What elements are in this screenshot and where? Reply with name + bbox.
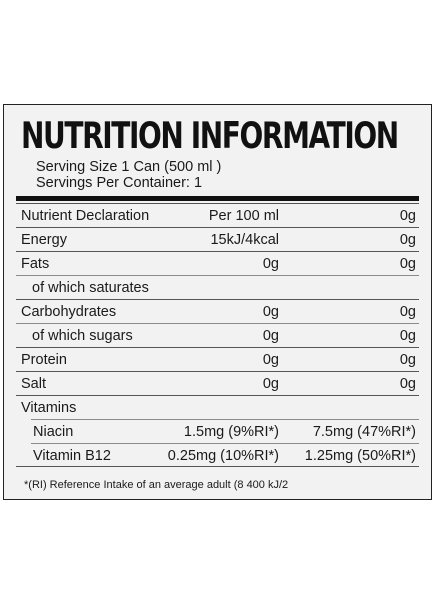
row-label: Carbohydrates [21, 304, 117, 320]
row-label: Vitamin B12 [33, 448, 111, 464]
row-label: Niacin [33, 424, 74, 440]
row-saturates: of which saturates [16, 275, 419, 300]
row-per-100ml: 15kJ/4kcal [210, 232, 279, 248]
row-label: of which sugars [32, 328, 133, 344]
row-per-100ml: 0g [262, 304, 279, 320]
row-per-can: 0g [399, 328, 416, 344]
row-label: Protein [21, 352, 67, 368]
row-per-can: 0g [399, 352, 416, 368]
footer-divider [16, 466, 419, 467]
row-per-100ml: 0g [262, 328, 279, 344]
row-carbohydrates: Carbohydrates 0g 0g [16, 299, 419, 324]
row-label: Fats [21, 256, 50, 272]
row-vitamin-b12: Vitamin B12 0.25mg (10%RI*) 1.25mg (50%R… [31, 443, 419, 468]
row-per-can: 0g [399, 304, 416, 320]
row-per-100ml: Per 100 ml [208, 208, 279, 224]
serving-size: Serving Size 1 Can (500 ml ) [36, 159, 222, 175]
row-fats: Fats 0g 0g [16, 251, 419, 276]
nutrition-panel: NUTRITION INFORMATION Serving Size 1 Can… [3, 104, 432, 500]
row-nutrient-declaration: Nutrient Declaration Per 100 ml 0g [16, 203, 419, 228]
footnote: *(RI) Reference Intake of an average adu… [24, 479, 289, 491]
row-vitamins: Vitamins [16, 395, 419, 420]
row-per-can: 1.25mg (50%RI*) [304, 448, 416, 464]
row-sugars: of which sugars 0g 0g [16, 323, 419, 348]
row-label: Nutrient Declaration [21, 208, 150, 224]
panel-title: NUTRITION INFORMATION [21, 114, 399, 158]
header-divider [16, 196, 419, 201]
row-label: Vitamins [21, 400, 77, 416]
row-per-100ml: 1.5mg (9%RI*) [183, 424, 279, 440]
row-per-can: 0g [399, 232, 416, 248]
row-label: of which saturates [32, 280, 149, 296]
row-per-100ml: 0g [262, 256, 279, 272]
row-per-100ml: 0g [262, 376, 279, 392]
row-energy: Energy 15kJ/4kcal 0g [16, 227, 419, 252]
row-per-100ml: 0g [262, 352, 279, 368]
row-label: Energy [21, 232, 67, 248]
row-salt: Salt 0g 0g [16, 371, 419, 396]
row-protein: Protein 0g 0g [16, 347, 419, 372]
row-label: Salt [21, 376, 46, 392]
row-per-100ml: 0.25mg (10%RI*) [167, 448, 279, 464]
row-niacin: Niacin 1.5mg (9%RI*) 7.5mg (47%RI*) [31, 419, 419, 444]
row-per-can: 0g [399, 376, 416, 392]
row-per-can: 7.5mg (47%RI*) [312, 424, 416, 440]
servings-per-container: Servings Per Container: 1 [36, 175, 203, 191]
row-per-can: 0g [399, 208, 416, 224]
row-per-can: 0g [399, 256, 416, 272]
